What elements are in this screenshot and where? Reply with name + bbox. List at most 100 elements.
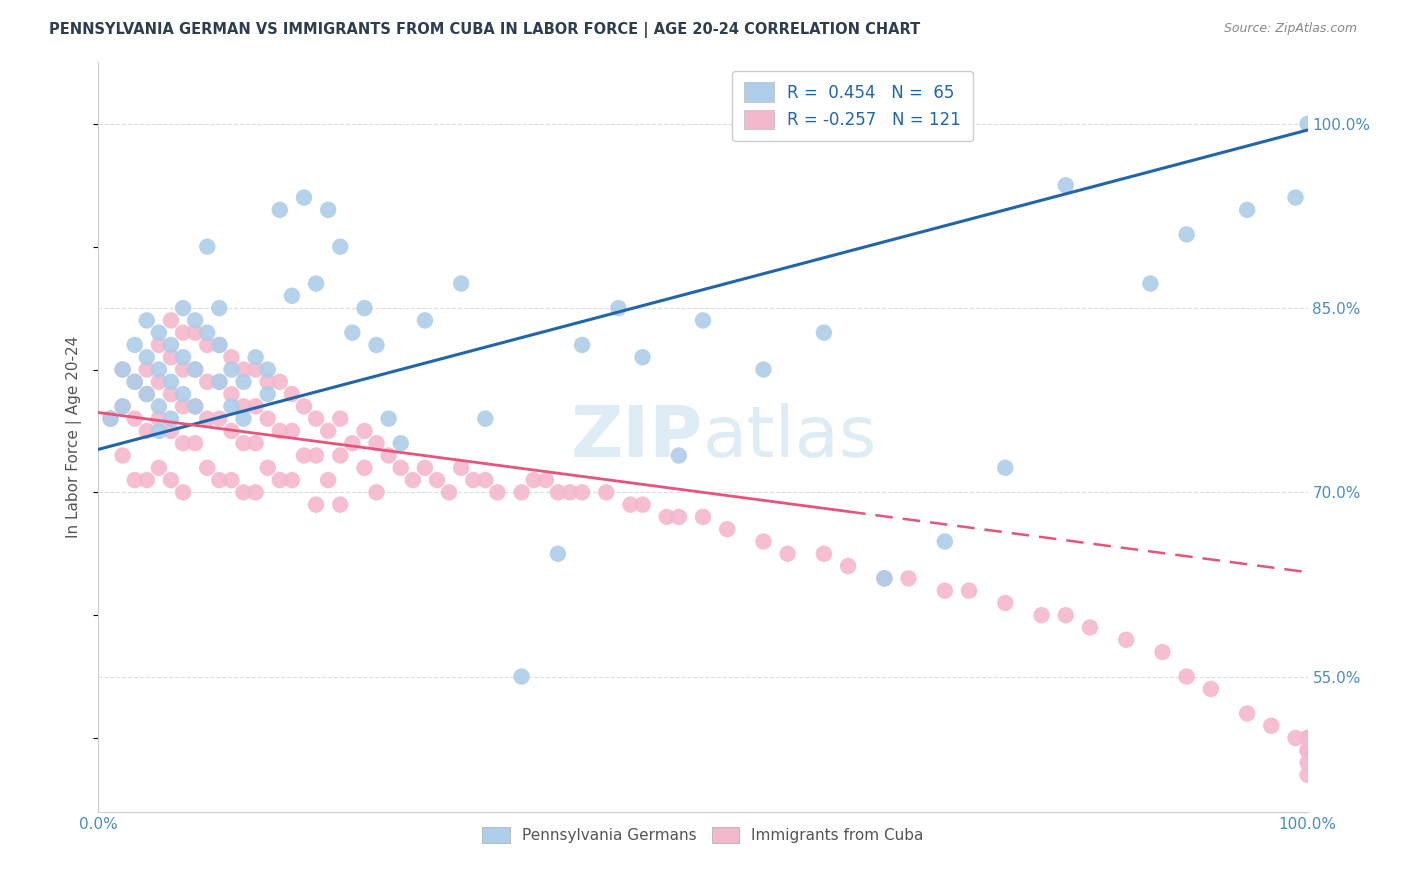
Point [329, 240, 352, 254]
Point [135, 473, 157, 487]
Point [172, 485, 194, 500]
Point [389, 436, 412, 450]
Point [111, 400, 134, 414]
Point [534, 473, 557, 487]
Point [221, 350, 243, 364]
Point [111, 362, 134, 376]
Point [329, 498, 352, 512]
Point [160, 338, 183, 352]
Point [256, 411, 278, 425]
Point [232, 485, 254, 500]
Point [172, 350, 194, 364]
Point [124, 338, 146, 352]
Point [124, 473, 146, 487]
Point [1054, 178, 1077, 193]
Point [873, 571, 896, 585]
Point [135, 350, 157, 364]
Point [184, 436, 207, 450]
Point [172, 400, 194, 414]
Point [232, 375, 254, 389]
Text: Source: ZipAtlas.com: Source: ZipAtlas.com [1223, 22, 1357, 36]
Point [184, 313, 207, 327]
Point [316, 473, 339, 487]
Point [1296, 731, 1319, 745]
Point [135, 424, 157, 438]
Point [934, 534, 956, 549]
Point [124, 411, 146, 425]
Point [221, 473, 243, 487]
Point [281, 387, 304, 401]
Point [668, 449, 690, 463]
Point [1175, 670, 1198, 684]
Point [1236, 706, 1258, 721]
Point [160, 387, 183, 401]
Point [195, 326, 218, 340]
Point [269, 202, 291, 217]
Point [1296, 768, 1319, 782]
Point [413, 313, 436, 327]
Point [160, 411, 183, 425]
Point [342, 326, 364, 340]
Point [135, 313, 157, 327]
Point [571, 338, 593, 352]
Point [269, 473, 291, 487]
Point [619, 498, 641, 512]
Point [281, 289, 304, 303]
Point [558, 485, 581, 500]
Point [245, 350, 267, 364]
Point [232, 436, 254, 450]
Point [148, 362, 170, 376]
Point [1078, 620, 1101, 634]
Point [184, 362, 207, 376]
Point [172, 387, 194, 401]
Point [160, 473, 183, 487]
Point [256, 460, 278, 475]
Point [195, 460, 218, 475]
Text: atlas: atlas [703, 402, 877, 472]
Point [837, 559, 859, 574]
Point [510, 670, 533, 684]
Point [208, 473, 231, 487]
Point [752, 534, 775, 549]
Point [111, 400, 134, 414]
Point [377, 449, 399, 463]
Point [256, 387, 278, 401]
Point [232, 411, 254, 425]
Point [172, 362, 194, 376]
Point [1296, 731, 1319, 745]
Point [607, 301, 630, 315]
Point [148, 338, 170, 352]
Point [281, 424, 304, 438]
Point [184, 326, 207, 340]
Point [934, 583, 956, 598]
Point [305, 449, 328, 463]
Point [305, 498, 328, 512]
Text: ZIP: ZIP [571, 402, 703, 472]
Point [389, 460, 412, 475]
Point [1139, 277, 1161, 291]
Point [269, 424, 291, 438]
Point [752, 362, 775, 376]
Point [221, 387, 243, 401]
Point [245, 400, 267, 414]
Point [1260, 719, 1282, 733]
Legend: Pennsylvania Germans, Immigrants from Cuba: Pennsylvania Germans, Immigrants from Cu… [477, 821, 929, 849]
Point [269, 375, 291, 389]
Point [402, 473, 425, 487]
Point [135, 362, 157, 376]
Point [124, 375, 146, 389]
Point [232, 400, 254, 414]
Point [195, 375, 218, 389]
Point [195, 240, 218, 254]
Point [1296, 743, 1319, 757]
Point [353, 424, 375, 438]
Point [195, 411, 218, 425]
Point [281, 473, 304, 487]
Point [329, 449, 352, 463]
Point [1175, 227, 1198, 242]
Point [195, 338, 218, 352]
Point [208, 375, 231, 389]
Point [100, 411, 122, 425]
Point [716, 522, 738, 536]
Point [124, 375, 146, 389]
